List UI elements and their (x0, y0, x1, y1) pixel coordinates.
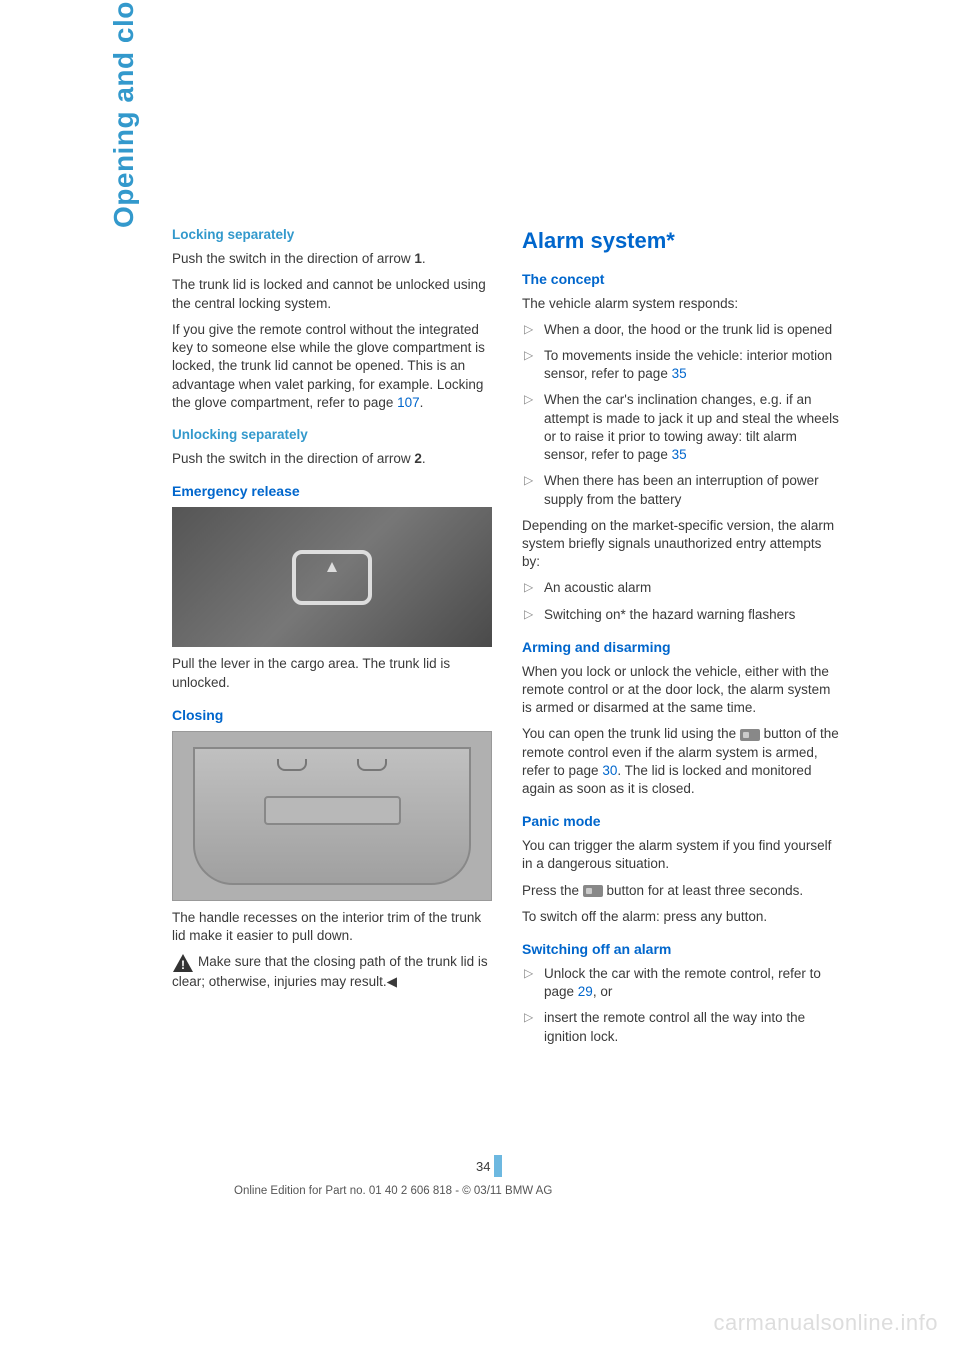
list-item: Switching on* the hazard warning flasher… (522, 606, 842, 624)
body-text: The vehicle alarm system responds: (522, 295, 842, 313)
warning-icon: ! (172, 953, 194, 973)
body-text: You can open the trunk lid using the but… (522, 725, 842, 798)
page-content: Locking separately Push the switch in th… (172, 226, 842, 1054)
remote-button-icon (583, 885, 603, 897)
page-link[interactable]: 29 (578, 984, 593, 999)
body-text: Push the switch in the direction of arro… (172, 450, 492, 468)
body-text: You can trigger the alarm system if you … (522, 837, 842, 873)
list-item: To movements inside the vehicle: interio… (522, 347, 842, 383)
list-item: insert the remote control all the way in… (522, 1009, 842, 1045)
figure-trunk-closing (172, 731, 492, 901)
footer-copyright: Online Edition for Part no. 01 40 2 606 … (234, 1185, 552, 1197)
body-text: When you lock or unlock the vehicle, eit… (522, 663, 842, 718)
heading-emergency: Emergency release (172, 482, 492, 501)
page-link[interactable]: 35 (672, 366, 687, 381)
heading-panic: Panic mode (522, 812, 842, 831)
page-link[interactable]: 107 (397, 395, 420, 410)
heading-concept: The concept (522, 270, 842, 289)
list-item: An acoustic alarm (522, 579, 842, 597)
figure-emergency-lever (172, 507, 492, 647)
body-text: To switch off the alarm: press any butto… (522, 908, 842, 926)
svg-text:!: ! (181, 958, 185, 972)
right-column: Alarm system* The concept The vehicle al… (522, 226, 842, 1054)
warning-note: ! Make sure that the closing path of the… (172, 953, 492, 991)
page-number-bar (494, 1155, 502, 1177)
concept-list2: An acoustic alarm Switching on* the haza… (522, 579, 842, 623)
body-text: If you give the remote control without t… (172, 321, 492, 412)
watermark: carmanualsonline.info (713, 1310, 938, 1336)
body-text: The handle recesses on the interior trim… (172, 909, 492, 945)
body-text: Press the button for at least three seco… (522, 882, 842, 900)
page-link[interactable]: 30 (602, 763, 617, 778)
concept-list: When a door, the hood or the trunk lid i… (522, 321, 842, 509)
body-text: Depending on the market-specific version… (522, 517, 842, 572)
heading-closing: Closing (172, 706, 492, 725)
heading-unlocking: Unlocking separately (172, 426, 492, 444)
heading-locking: Locking separately (172, 226, 492, 244)
body-text: Pull the lever in the cargo area. The tr… (172, 655, 492, 691)
remote-button-icon (740, 729, 760, 741)
heading-arming: Arming and disarming (522, 638, 842, 657)
heading-switchoff: Switching off an alarm (522, 940, 842, 959)
body-text: The trunk lid is locked and cannot be un… (172, 276, 492, 312)
list-item: When there has been an interruption of p… (522, 472, 842, 508)
page-link[interactable]: 35 (672, 447, 687, 462)
switchoff-list: Unlock the car with the remote control, … (522, 965, 842, 1046)
left-column: Locking separately Push the switch in th… (172, 226, 492, 1054)
list-item: When a door, the hood or the trunk lid i… (522, 321, 842, 339)
section-tab: Opening and closing (108, 0, 140, 228)
page-number: 34 (476, 1159, 490, 1174)
body-text: Push the switch in the direction of arro… (172, 250, 492, 268)
heading-alarm: Alarm system* (522, 226, 842, 256)
list-item: When the car's inclination changes, e.g.… (522, 391, 842, 464)
list-item: Unlock the car with the remote control, … (522, 965, 842, 1001)
